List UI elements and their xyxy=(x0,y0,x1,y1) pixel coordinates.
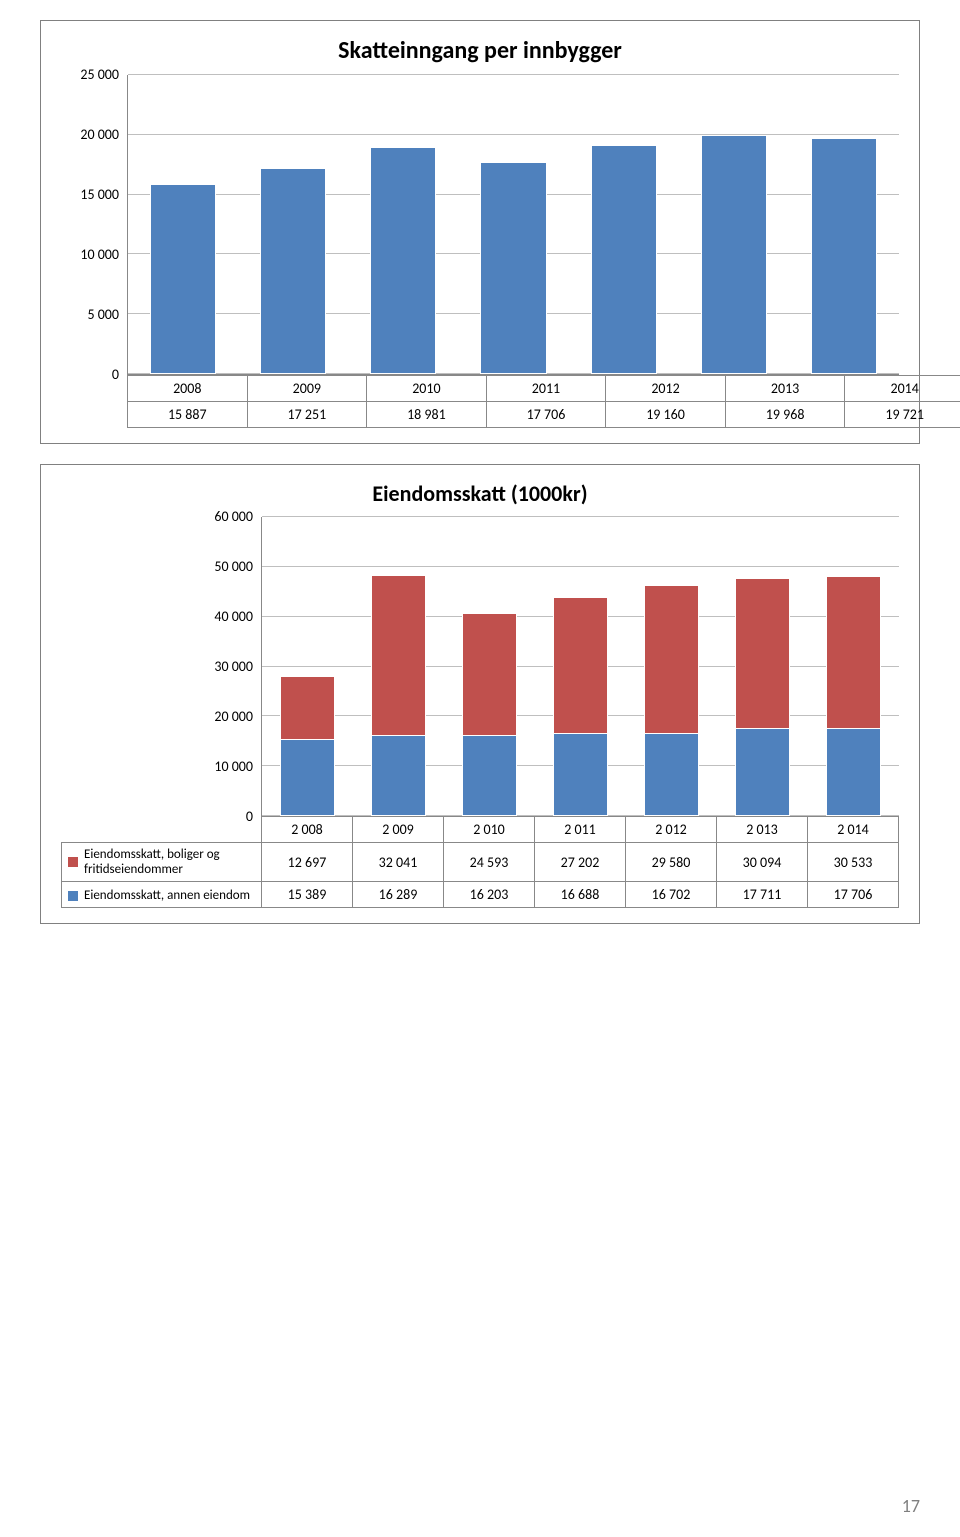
chart2-value: 29 580 xyxy=(626,843,717,882)
chart2-seg-boliger xyxy=(827,577,880,728)
chart1-y-tick: 20 000 xyxy=(80,128,119,142)
chart1-y-axis: 25 00020 00015 00010 0005 0000 xyxy=(61,75,127,375)
chart1-value: 19 160 xyxy=(606,402,726,428)
chart2-category: 2 010 xyxy=(444,817,535,843)
chart2-value: 12 697 xyxy=(262,843,353,882)
chart1-bar xyxy=(370,147,436,374)
chart2-y-tick: 30 000 xyxy=(214,660,253,674)
chart2-value: 27 202 xyxy=(535,843,626,882)
chart2-bar xyxy=(280,676,335,816)
chart1-value: 15 887 xyxy=(128,402,248,428)
chart2-value: 16 702 xyxy=(626,882,717,908)
chart1-bar xyxy=(480,162,546,374)
chart1-title: Skatteinngang per innbygger xyxy=(61,36,899,65)
chart2-seg-boliger xyxy=(554,598,607,732)
chart-eiendomsskatt: Eiendomsskatt (1000kr) 60 000 50 000 40 00… xyxy=(40,464,920,924)
chart2-seg-boliger xyxy=(736,579,789,728)
chart1-value: 19 968 xyxy=(725,402,845,428)
chart2-category: 2 011 xyxy=(535,817,626,843)
chart2-seg-boliger xyxy=(645,586,698,732)
chart1-category: 2011 xyxy=(486,376,606,402)
legend-swatch xyxy=(68,891,78,901)
chart2-bar xyxy=(371,575,426,816)
chart2-value: 32 041 xyxy=(353,843,444,882)
chart1-value: 17 706 xyxy=(486,402,606,428)
chart2-value: 24 593 xyxy=(444,843,535,882)
chart2-plot xyxy=(261,517,899,817)
chart2-value: 17 706 xyxy=(808,882,899,908)
chart2-bar xyxy=(462,613,517,816)
chart2-seg-annen xyxy=(827,728,880,816)
chart2-category: 2 012 xyxy=(626,817,717,843)
chart2-seg-annen xyxy=(372,735,425,815)
chart2-category: 2 013 xyxy=(717,817,808,843)
chart2-value: 30 094 xyxy=(717,843,808,882)
chart1-y-tick: 10 000 xyxy=(80,248,119,262)
chart2-category: 2 008 xyxy=(262,817,353,843)
chart2-seg-annen xyxy=(736,728,789,816)
chart1-value: 18 981 xyxy=(367,402,487,428)
chart2-y-tick: 10 000 xyxy=(214,760,253,774)
chart-skatteinngang: Skatteinngang per innbygger 25 000 20 000… xyxy=(40,20,920,444)
legend-swatch xyxy=(68,857,78,867)
chart2-seg-annen xyxy=(645,733,698,816)
chart1-bar xyxy=(150,184,216,374)
chart2-seg-annen xyxy=(463,735,516,815)
chart2-y-tick: 0 xyxy=(246,810,253,824)
chart2-y-tick: 50 000 xyxy=(214,560,253,574)
chart1-y-tick: 5 000 xyxy=(87,308,119,322)
chart2-title: Eiendomsskatt (1000kr) xyxy=(61,480,899,507)
chart1-bar xyxy=(811,138,877,374)
chart1-y-tick: 25 000 xyxy=(80,68,119,82)
chart2-value: 16 289 xyxy=(353,882,444,908)
page-number: 17 xyxy=(902,1495,920,1517)
chart2-seg-annen xyxy=(554,733,607,815)
chart1-category: 2009 xyxy=(247,376,367,402)
chart1-value: 17 251 xyxy=(247,402,367,428)
chart1-category: 2012 xyxy=(606,376,726,402)
chart2-bar xyxy=(644,585,699,816)
chart2-y-tick: 20 000 xyxy=(214,710,253,724)
chart1-y-tick: 15 000 xyxy=(80,188,119,202)
chart1-value: 19 721 xyxy=(845,402,960,428)
chart1-bar xyxy=(591,145,657,374)
chart1-data-table: 2008200920102011201220132014 15 88717 251… xyxy=(127,375,960,428)
chart2-series-name: Eiendomsskatt, boliger og fritidseiendom… xyxy=(84,847,254,877)
chart2-bar xyxy=(826,576,881,816)
chart2-y-tick: 60 000 xyxy=(214,510,253,524)
chart1-category: 2013 xyxy=(725,376,845,402)
chart1-bar xyxy=(701,135,767,374)
chart2-category: 2 014 xyxy=(808,817,899,843)
chart2-value: 16 688 xyxy=(535,882,626,908)
chart2-seg-boliger xyxy=(281,677,334,739)
chart2-seg-boliger xyxy=(372,576,425,734)
chart2-bar xyxy=(735,578,790,816)
chart2-seg-boliger xyxy=(463,614,516,735)
chart1-category: 2014 xyxy=(845,376,960,402)
chart2-bar xyxy=(553,597,608,816)
chart2-seg-annen xyxy=(281,739,334,815)
chart2-y-axis: 60 00050 00040 00030 00020 00010 0000 xyxy=(61,517,261,817)
chart1-category: 2010 xyxy=(367,376,487,402)
chart2-series-name: Eiendomsskatt, annen eiendom xyxy=(84,888,250,903)
chart1-plot xyxy=(127,75,899,375)
chart1-y-tick: 0 xyxy=(112,368,119,382)
chart1-category: 2008 xyxy=(128,376,248,402)
chart1-bar xyxy=(260,168,326,374)
chart2-value: 30 533 xyxy=(808,843,899,882)
chart2-y-tick: 40 000 xyxy=(214,610,253,624)
chart2-data-table: 2 0082 0092 0102 0112 0122 0132 014 Eiend… xyxy=(61,816,899,908)
chart2-value: 16 203 xyxy=(444,882,535,908)
chart2-category: 2 009 xyxy=(353,817,444,843)
chart2-value: 17 711 xyxy=(717,882,808,908)
chart2-value: 15 389 xyxy=(262,882,353,908)
